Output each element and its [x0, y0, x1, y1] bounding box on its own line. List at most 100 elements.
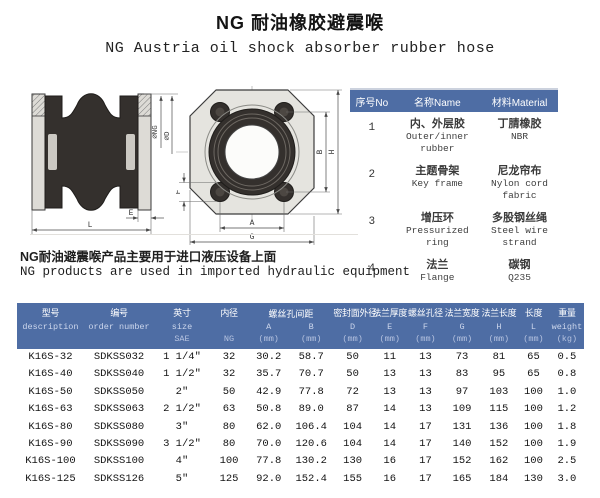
spec-cell: 58.7: [298, 351, 324, 363]
material-name-en: Key frame: [411, 178, 463, 189]
material-row-number: 2: [368, 169, 376, 181]
spec-cell: 1.0: [557, 385, 577, 398]
page-subtitle: NG Austria oil shock absorber rubber hos…: [105, 40, 495, 57]
spec-cell: 13: [419, 403, 432, 416]
spec-cell: 13: [419, 351, 432, 363]
spec-header-line: 密封面外径: [333, 308, 377, 318]
material-name-cn: 主题骨架: [415, 165, 460, 177]
spec-header-line: 法兰宽度: [444, 308, 480, 318]
dim-label-d: ∅D: [164, 131, 172, 141]
spec-cell: 104: [343, 420, 363, 433]
spec-cell: 100: [524, 437, 543, 450]
spec-header-cell: B (mm): [289, 303, 333, 349]
rubber-bellows-body: [44, 93, 139, 211]
spec-table-row: K16S-40 SDKSS040 1 1/2" 32 35.7 70.7 50 13 13 83 9…: [17, 366, 584, 383]
spec-cell: 2": [175, 385, 189, 398]
page-title: NG 耐油橡胶避震喉: [215, 13, 384, 33]
spec-cell: SDKSS050: [93, 385, 145, 398]
material-material: 多股钢丝绳 Steel wire strand: [481, 211, 558, 249]
spec-header-line: (mm): [342, 334, 363, 344]
spec-header-line: F: [422, 322, 428, 332]
spec-cell: 103: [489, 385, 509, 398]
spec-header-line: [210, 321, 249, 334]
spec-table-row: K16S-125 SDKSS126 5" 125 92.0 152.4 155 16 17 165…: [17, 471, 584, 488]
spec-cell: 83: [455, 368, 469, 381]
spec-header-line: size: [171, 322, 193, 332]
spec-cell: 4": [175, 455, 189, 468]
material-material-cn: 碳钢: [508, 259, 531, 271]
spec-header-cell: 英寸 size SAE: [154, 303, 210, 349]
spec-header-line: NG: [223, 334, 235, 344]
note-english: NG products are used in imported hydraul…: [20, 265, 411, 279]
material-name-en: Flange: [420, 272, 455, 283]
spec-cell: 115: [489, 403, 509, 416]
spec-header-cell: 编号 order number: [84, 303, 154, 349]
spec-cell: 152: [489, 437, 509, 450]
spec-header-cell: 重量 weight (kg): [550, 303, 584, 349]
spec-header-cell: 长度 L (mm): [517, 303, 550, 349]
spec-cell: 162: [489, 455, 509, 468]
spec-cell: 140: [452, 437, 472, 450]
spec-cell: 152: [452, 455, 472, 468]
spec-cell: 14: [383, 420, 397, 433]
spec-cell: K16S-125: [25, 472, 76, 485]
spec-table-row: K16S-32 SDKSS032 1 1/4" 32 30.2 58.7 50 11 13 73 8…: [17, 349, 584, 366]
spec-cell: SDKSS032: [93, 351, 145, 363]
spec-table-body: K16S-32 SDKSS032 1 1/4" 32 30.2 58.7 50 11 13 73 8…: [17, 349, 584, 488]
spec-cell: 73: [455, 351, 469, 363]
material-material-en: Nylon cord fabric: [491, 178, 549, 201]
materials-table: 序号No 名称Name 材料Material 1 内、外层胶 Outer/inner…: [350, 88, 558, 288]
materials-table-body: 1 内、外层胶 Outer/inner rubber 丁腈橡胶 NBR 2 主题骨架 Key …: [350, 112, 558, 288]
spec-cell: 5": [175, 472, 189, 485]
spec-cell: 77.8: [298, 385, 324, 398]
spec-header-cell: 内径 NG: [210, 303, 249, 349]
spec-header-cell: 螺丝孔径 F (mm): [408, 303, 444, 349]
spec-cell: SDKSS080: [93, 420, 145, 433]
material-material: 尼龙帘布 Nylon cord fabric: [481, 164, 558, 202]
materials-table-row: 2 主题骨架 Key frame 尼龙帘布 Nylon cord fabric: [350, 159, 558, 206]
spec-cell: 62.0: [256, 420, 282, 433]
material-material-cn: 尼龙帘布: [497, 165, 542, 177]
spec-cell: 50: [222, 385, 236, 398]
material-material-cn: 多股钢丝绳: [492, 212, 547, 224]
dim-label-e: E: [129, 209, 134, 218]
spec-cell: 11: [383, 351, 397, 363]
spec-cell: 130: [524, 472, 543, 485]
material-row-number: 4: [368, 263, 376, 275]
spec-cell: 72: [346, 385, 359, 398]
material-name-en: Outer/inner rubber: [405, 131, 469, 154]
spec-table-row: K16S-90 SDKSS090 3 1/2" 80 70.0 120.6 104 14 17 1…: [17, 436, 584, 453]
spec-header-line: (mm): [451, 334, 473, 344]
spec-cell: 130.2: [295, 455, 327, 468]
material-name: 主题骨架 Key frame: [394, 164, 481, 202]
spec-cell: 70.7: [298, 368, 324, 381]
bolt-hole-side-right: [126, 134, 135, 170]
spec-header-line: SAE: [174, 334, 190, 344]
spec-cell: 3.0: [557, 472, 577, 485]
spec-cell: 32: [222, 351, 236, 363]
spec-cell: K16S-90: [28, 437, 73, 450]
dim-label-ng: ∅NG: [152, 125, 160, 139]
spec-table-row: K16S-100 SDKSS100 4" 100 77.8 130.2 130 16 17 152…: [17, 453, 584, 470]
spec-cell: 136: [489, 420, 509, 433]
spec-cell: 100: [219, 455, 239, 468]
spec-cell: 100: [524, 385, 543, 398]
material-material-cn: 丁腈橡胶: [497, 118, 542, 130]
front-view-drawing: F B H A G: [176, 86, 342, 245]
spec-cell: 184: [489, 472, 509, 485]
spec-cell: 13: [383, 385, 397, 398]
spec-cell: 87: [346, 403, 359, 416]
spec-cell: 104: [343, 437, 363, 450]
spec-cell: 17: [419, 437, 432, 450]
spec-cell: 2.5: [557, 455, 577, 468]
spec-cell: 80: [222, 420, 236, 433]
materials-table-row: 3 增压环 Pressurized ring 多股钢丝绳 Steel wire stra…: [350, 206, 558, 253]
spec-cell: 95: [492, 368, 506, 381]
spec-cell: 14: [383, 437, 397, 450]
spec-cell: 155: [343, 472, 363, 485]
spec-cell: 50.8: [256, 403, 282, 416]
spec-cell: 109: [452, 403, 472, 416]
spec-cell: 165: [452, 472, 472, 485]
spec-cell: 17: [419, 455, 432, 468]
